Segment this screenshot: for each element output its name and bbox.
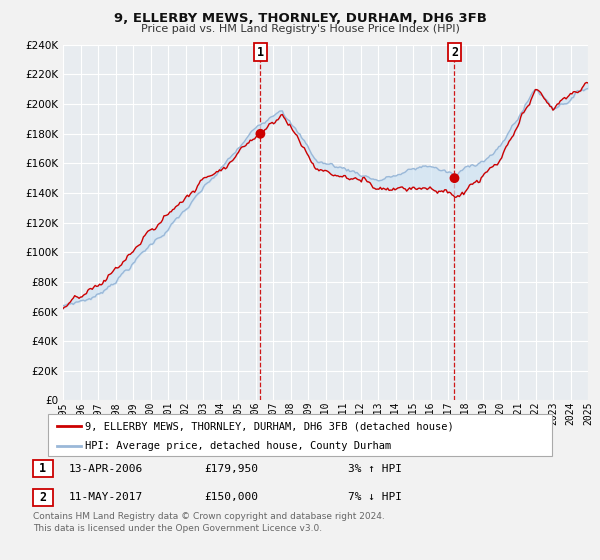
Text: 2: 2 [40, 491, 46, 504]
Text: 1: 1 [257, 45, 264, 58]
Text: 11-MAY-2017: 11-MAY-2017 [69, 492, 143, 502]
Point [449, 174, 459, 183]
Point [256, 129, 265, 138]
Text: 9, ELLERBY MEWS, THORNLEY, DURHAM, DH6 3FB (detached house): 9, ELLERBY MEWS, THORNLEY, DURHAM, DH6 3… [85, 421, 454, 431]
Text: This data is licensed under the Open Government Licence v3.0.: This data is licensed under the Open Gov… [33, 524, 322, 533]
Text: 13-APR-2006: 13-APR-2006 [69, 464, 143, 474]
Text: £150,000: £150,000 [204, 492, 258, 502]
Text: Price paid vs. HM Land Registry's House Price Index (HPI): Price paid vs. HM Land Registry's House … [140, 24, 460, 34]
Text: 1: 1 [40, 462, 46, 475]
Text: 2: 2 [451, 45, 458, 58]
Text: 3% ↑ HPI: 3% ↑ HPI [348, 464, 402, 474]
Text: Contains HM Land Registry data © Crown copyright and database right 2024.: Contains HM Land Registry data © Crown c… [33, 512, 385, 521]
Text: HPI: Average price, detached house, County Durham: HPI: Average price, detached house, Coun… [85, 441, 391, 451]
Text: £179,950: £179,950 [204, 464, 258, 474]
Text: 7% ↓ HPI: 7% ↓ HPI [348, 492, 402, 502]
Text: 9, ELLERBY MEWS, THORNLEY, DURHAM, DH6 3FB: 9, ELLERBY MEWS, THORNLEY, DURHAM, DH6 3… [113, 12, 487, 25]
